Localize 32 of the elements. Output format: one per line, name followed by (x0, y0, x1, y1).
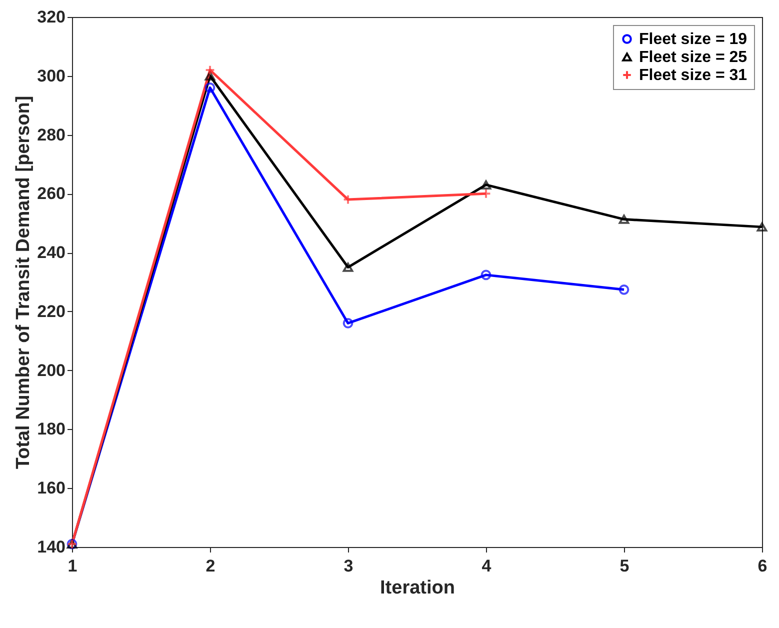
legend-label: Fleet size = 25 (639, 49, 748, 66)
point (204, 71, 216, 81)
x-tick-label: 4 (482, 556, 492, 576)
x-tick-label: 6 (758, 556, 768, 576)
y-tick-label: 280 (37, 125, 66, 144)
point (756, 222, 768, 232)
x-tick-label: 3 (344, 556, 354, 576)
legend-label: Fleet size = 19 (639, 31, 748, 48)
x-tick-label: 1 (68, 556, 78, 576)
y-tick-label: 320 (37, 8, 66, 26)
point (480, 188, 492, 199)
point (618, 284, 630, 295)
y-tick-label: 300 (37, 66, 66, 86)
y-tick-label: 200 (37, 360, 66, 380)
point (204, 82, 216, 93)
point (480, 270, 492, 280)
y-tick-label: 260 (37, 184, 66, 204)
point (204, 64, 216, 76)
y-tick-label: 180 (37, 420, 66, 439)
y-axis-title: Total Number of Transit Demand [person] (13, 96, 34, 470)
point (342, 262, 354, 272)
y-tick-label: 160 (37, 478, 66, 498)
y-tick-label: 220 (37, 302, 66, 321)
x-axis-title: Iteration (380, 578, 455, 598)
y-tick-label: 240 (37, 243, 66, 262)
y-tick-label: 140 (37, 538, 66, 556)
point (618, 214, 630, 224)
point (480, 180, 492, 190)
point (342, 318, 354, 328)
legend-label: Fleet size = 31 (639, 67, 748, 84)
x-tick-label: 2 (206, 556, 216, 576)
x-tick-label: 5 (620, 556, 630, 576)
